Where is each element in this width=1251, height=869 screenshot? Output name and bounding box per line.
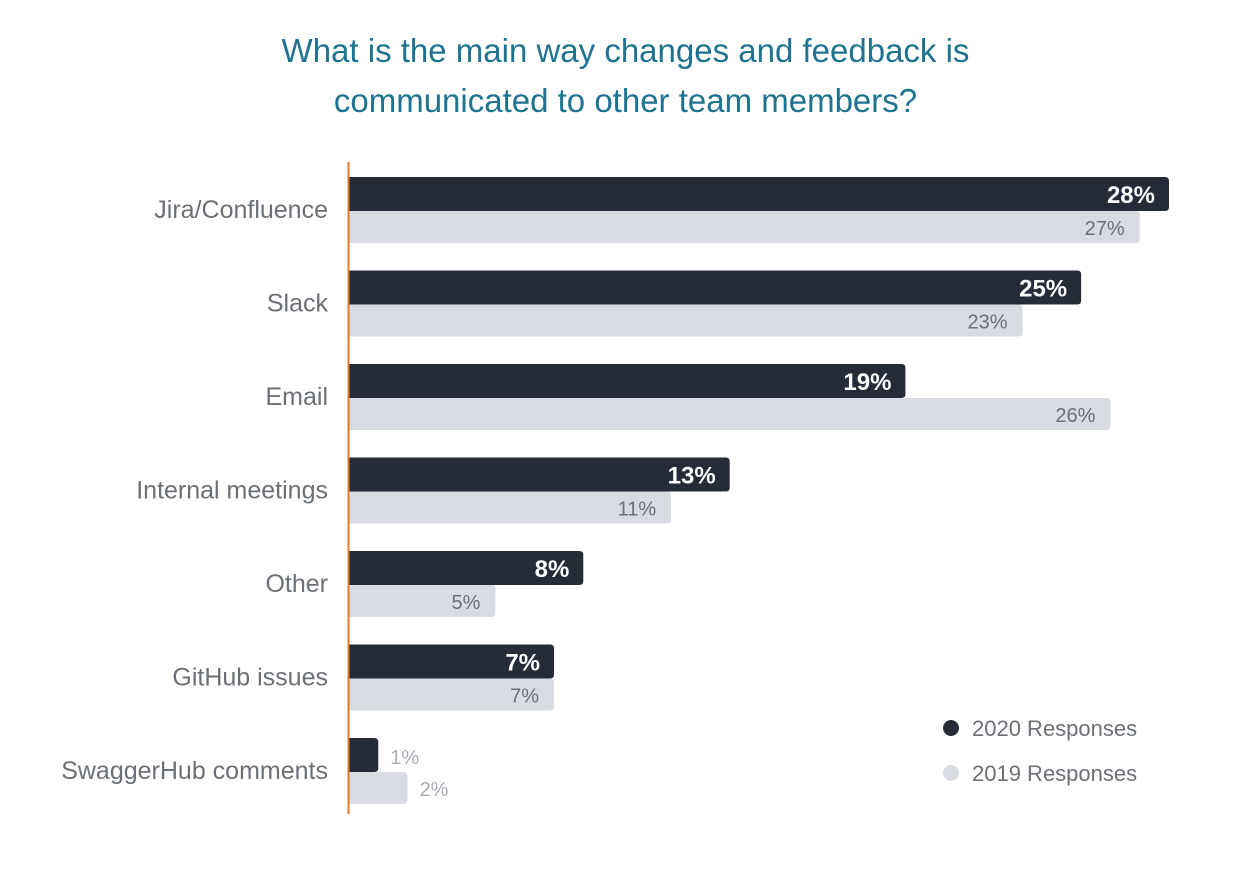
chart-title-line-2: communicated to other team members?	[333, 82, 918, 119]
bar-2019	[349, 211, 1140, 243]
bar-2020	[349, 644, 554, 679]
bars-layer: Jira/Confluence 28% 27% Slack 25% 23% Email 19%…	[61, 177, 1169, 804]
bar-2019	[349, 491, 672, 524]
bar-group: Internal meetings 13% 11%	[136, 457, 730, 524]
bar-2020	[349, 551, 584, 585]
legend-label: 2019 Responses	[972, 761, 1137, 786]
data-label-2020: 28%	[1107, 182, 1155, 209]
data-label-2020: 7%	[505, 650, 540, 677]
bar-2019	[349, 678, 554, 711]
data-label-2019: 7%	[510, 686, 539, 708]
category-label: Other	[265, 570, 328, 598]
data-label-2019: 2%	[420, 779, 449, 801]
data-label-2019: 26%	[1055, 405, 1095, 427]
data-label-2019: 27%	[1085, 218, 1125, 240]
chart-title: What is the main way changes and feedbac…	[0, 26, 1251, 126]
category-label: GitHub issues	[172, 664, 328, 692]
bar-group: Email 19% 26%	[265, 364, 1111, 430]
data-label-2020: 13%	[668, 463, 716, 490]
chart-title-line-1: What is the main way changes and feedbac…	[281, 32, 970, 69]
legend-marker	[943, 765, 959, 781]
category-label: SwaggerHub comments	[61, 757, 328, 785]
bar-2019	[349, 585, 496, 617]
data-label-2020: 25%	[1019, 276, 1067, 303]
bar-group: Slack 25% 23%	[267, 270, 1082, 337]
legend-label: 2020 Responses	[972, 716, 1137, 741]
data-label-2019: 11%	[618, 499, 657, 521]
data-label-2020: 1%	[390, 747, 419, 769]
data-label-2019: 5%	[452, 592, 481, 614]
data-label-2020: 8%	[535, 556, 570, 583]
category-label: Internal meetings	[136, 477, 328, 505]
bar-group: Jira/Confluence 28% 27%	[154, 177, 1169, 243]
data-label-2020: 19%	[843, 369, 891, 396]
bar-2019	[349, 398, 1111, 430]
bar-group: SwaggerHub comments 1%2%	[61, 738, 449, 804]
bar-2020	[349, 364, 906, 398]
bar-group: Other 8% 5%	[265, 551, 584, 617]
bar-2020	[349, 177, 1169, 211]
bar-2019	[349, 772, 408, 804]
category-label: Jira/Confluence	[154, 196, 328, 224]
bar-2019	[349, 304, 1023, 337]
legend-marker	[943, 720, 959, 736]
legend: 2020 Responses 2019 Responses	[943, 716, 1137, 786]
data-label-2019: 23%	[968, 312, 1008, 334]
bar-2020	[349, 270, 1082, 305]
category-label: Email	[265, 383, 328, 411]
category-label: Slack	[267, 290, 329, 318]
bar-2020	[349, 457, 730, 492]
bar-group: GitHub issues 7% 7%	[172, 644, 554, 711]
bar-2020	[349, 738, 379, 772]
